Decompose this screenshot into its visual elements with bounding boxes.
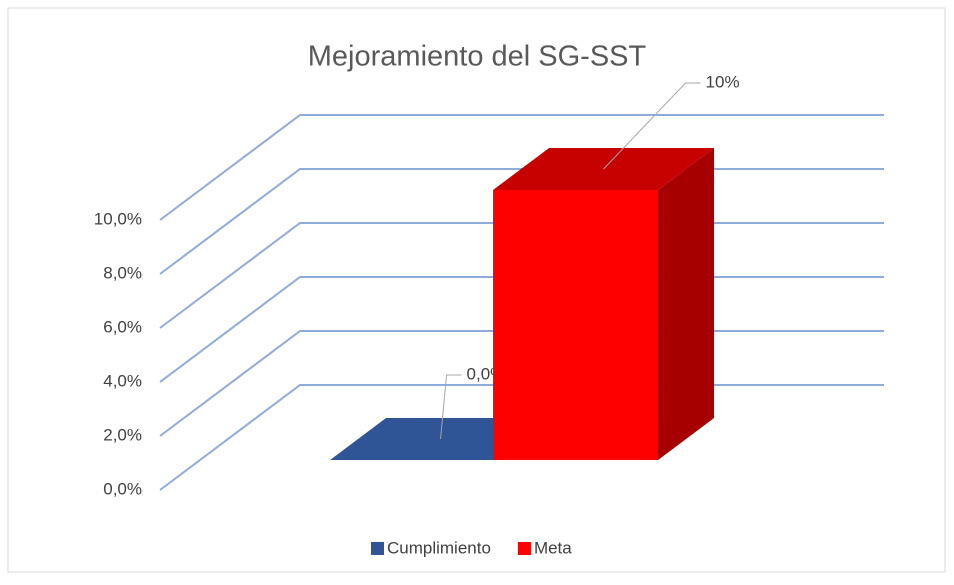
bar-front [493,189,659,460]
data-label: 10% [706,72,740,91]
leader-line [440,374,462,440]
legend-label: Cumplimiento [387,538,491,557]
chart-border [7,7,946,573]
chart-title: Mejoramiento del SG-SST [308,41,647,73]
grid-line [159,114,884,221]
legend-swatch [517,542,531,555]
y-tick-label: 10,0% [94,209,142,228]
y-tick-label: 6,0% [103,317,142,336]
legend-swatch [371,542,384,555]
legend-label: Meta [534,538,572,557]
bar-side [658,147,715,460]
bar [493,147,715,460]
leader-line [603,82,701,170]
y-tick-label: 2,0% [103,425,142,444]
y-tick-label: 4,0% [103,371,142,390]
y-tick-label: 8,0% [103,263,142,282]
y-tick-label: 0,0% [103,479,142,498]
